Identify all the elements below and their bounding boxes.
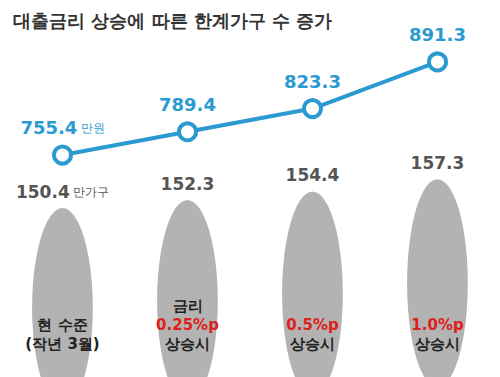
svg-text:상승시: 상승시	[165, 335, 210, 353]
svg-text:150.4: 150.4	[16, 182, 70, 202]
svg-text:1.0%p: 1.0%p	[411, 316, 464, 334]
svg-text:157.3: 157.3	[411, 153, 465, 173]
svg-text:상승시: 상승시	[415, 335, 460, 353]
svg-text:현 수준: 현 수준	[37, 316, 87, 334]
svg-text:상승시: 상승시	[290, 335, 335, 353]
svg-text:154.4: 154.4	[286, 165, 340, 185]
svg-text:152.3: 152.3	[161, 174, 215, 194]
svg-text:891.3: 891.3	[409, 24, 466, 45]
svg-text:금리: 금리	[173, 297, 203, 315]
svg-text:만원: 만원	[81, 121, 105, 135]
svg-text:789.4: 789.4	[159, 94, 216, 115]
svg-text:(작년 3월): (작년 3월)	[25, 335, 99, 353]
svg-text:0.5%p: 0.5%p	[286, 316, 339, 334]
svg-text:0.25%p: 0.25%p	[156, 316, 219, 334]
svg-text:755.4: 755.4	[20, 117, 77, 138]
svg-text:만가구: 만가구	[73, 185, 109, 199]
svg-text:대출금리 상승에 따른 한계가구 수 증가: 대출금리 상승에 따른 한계가구 수 증가	[13, 10, 332, 31]
svg-text:823.3: 823.3	[284, 71, 341, 92]
